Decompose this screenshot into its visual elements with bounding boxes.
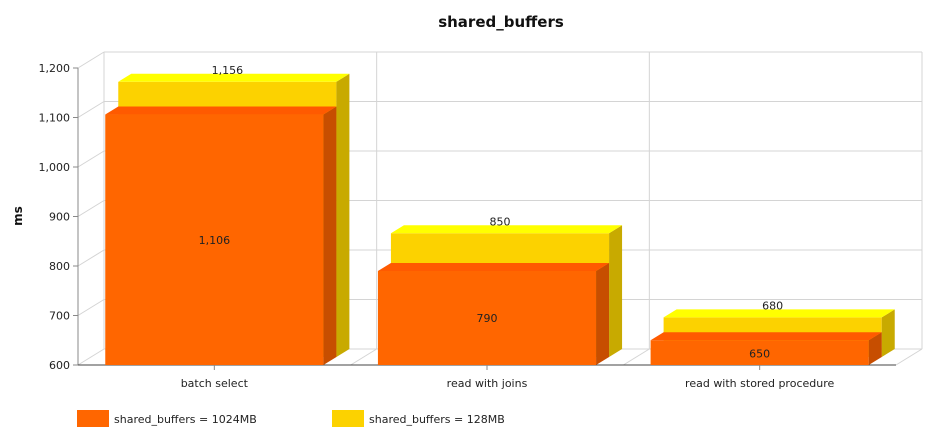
- legend-swatch: [77, 410, 109, 427]
- data-label: 650: [749, 348, 770, 361]
- bar-side: [323, 106, 337, 365]
- data-labels: 1,156 850 680 1,106 790 650: [199, 64, 784, 361]
- bars: [105, 73, 895, 365]
- y-tick-label: 800: [49, 260, 70, 273]
- data-label: 790: [477, 312, 498, 325]
- bar-front: [105, 114, 324, 365]
- legend-label: shared_buffers = 128MB: [369, 413, 505, 426]
- data-label: 1,156: [212, 64, 244, 77]
- y-tick-label: 600: [49, 359, 70, 372]
- y-axis-title: ms: [11, 206, 25, 226]
- bar-top: [377, 262, 610, 271]
- x-tick-label: batch select: [181, 377, 249, 390]
- gridline-depth: [77, 51, 105, 69]
- bar-side: [336, 73, 350, 357]
- bar-top: [663, 309, 895, 318]
- bar-top: [390, 225, 623, 234]
- bar-side: [868, 332, 882, 365]
- bar: [377, 262, 610, 365]
- y-tick-label: 900: [49, 211, 70, 224]
- bar: [105, 106, 337, 365]
- floor-edge: [895, 348, 923, 366]
- floor-gridline: [350, 348, 377, 366]
- bar-top: [105, 106, 337, 115]
- bar-side: [609, 225, 623, 357]
- x-tick-label: read with joins: [447, 377, 528, 390]
- gridline-depth: [77, 150, 105, 168]
- y-tick-label: 1,000: [39, 161, 71, 174]
- legend-label: shared_buffers = 1024MB: [114, 413, 257, 426]
- floor-gridline: [623, 348, 650, 366]
- gridline-depth: [77, 348, 105, 366]
- gridline-depth: [77, 299, 105, 316]
- y-tick-label: 1,200: [39, 62, 71, 75]
- bar-top: [650, 332, 882, 341]
- bar-front: [377, 270, 597, 365]
- bar-front: [650, 340, 869, 365]
- bar-side: [881, 309, 895, 357]
- legend: shared_buffers = 1024MB shared_buffers = …: [77, 410, 505, 427]
- data-label: 1,106: [199, 234, 231, 247]
- gridline-depth: [77, 101, 105, 118]
- bar: [650, 332, 882, 365]
- data-label: 680: [762, 299, 783, 312]
- gridline-depth: [77, 200, 105, 217]
- y-tick-label: 700: [49, 310, 70, 323]
- bar-side: [596, 262, 610, 365]
- legend-swatch: [332, 410, 364, 427]
- gridline-depth: [77, 249, 105, 267]
- y-tick-label: 1,100: [39, 112, 71, 125]
- x-tick-label: read with stored procedure: [685, 377, 834, 390]
- chart-title: shared_buffers: [438, 13, 564, 31]
- data-label: 850: [490, 215, 511, 228]
- bar-top: [118, 73, 350, 82]
